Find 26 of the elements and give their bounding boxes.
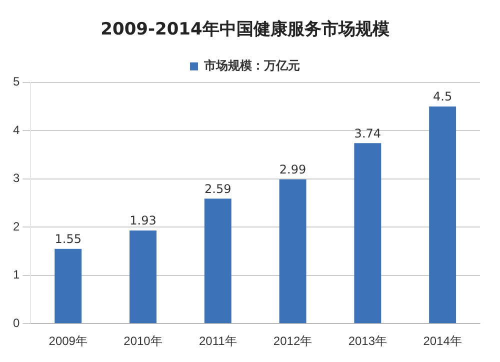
y-tick-label: 4 — [12, 122, 20, 137]
bar — [54, 248, 82, 324]
data-label: 4.5 — [433, 90, 452, 104]
data-label: 1.93 — [130, 214, 156, 228]
data-label: 2.59 — [204, 182, 232, 196]
x-tick-label: 2010年 — [124, 334, 162, 348]
data-label: 2.99 — [279, 162, 306, 176]
y-tick-label: 0 — [12, 316, 20, 330]
x-tick-label: 2011年 — [198, 334, 237, 348]
x-tick-label: 2012年 — [273, 334, 312, 348]
y-tick-label: 3 — [12, 171, 20, 186]
x-tick-label: 2009年 — [48, 334, 88, 348]
bar — [429, 106, 456, 324]
y-tick-label: 5 — [12, 74, 20, 89]
bar — [204, 198, 232, 324]
bar — [279, 179, 306, 324]
data-label: 3.74 — [354, 126, 382, 140]
bar — [354, 143, 382, 324]
x-tick-label: 2014年 — [423, 334, 462, 348]
y-tick-label: 1 — [12, 268, 20, 282]
legend-label: 市场规模：万亿元 — [203, 58, 300, 73]
bar — [130, 230, 156, 324]
chart-title: 2009-2014年中国健康服务市场规模 — [100, 20, 390, 40]
data-label: 1.55 — [54, 232, 82, 246]
y-tick-label: 2 — [12, 219, 20, 234]
x-tick-label: 2013年 — [348, 334, 388, 348]
